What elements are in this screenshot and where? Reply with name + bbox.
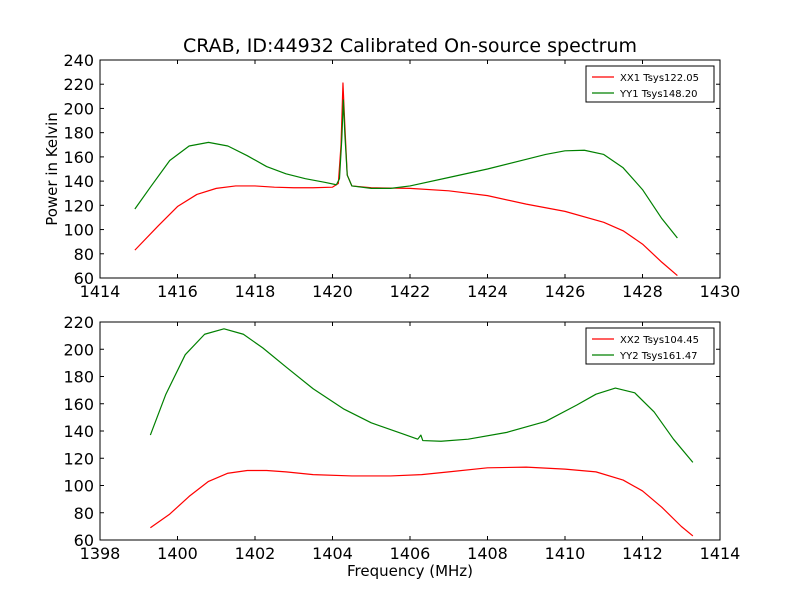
top-legend-entry: YY1 Tsys148.20	[619, 89, 698, 100]
top-x-tick-label: 1424	[467, 282, 508, 301]
bottom-x-tick-label: 1406	[390, 544, 431, 563]
bottom-series-line-yy2	[149, 328, 694, 463]
top-legend-box	[585, 65, 715, 103]
top-y-tick-label: 220	[63, 75, 94, 94]
bottom-x-tick-label: 1414	[700, 544, 741, 563]
top-y-tick-label: 80	[74, 245, 94, 264]
top-y-tick-label: 120	[63, 196, 94, 215]
bottom-x-tick-label: 1412	[622, 544, 663, 563]
top-series-line-xx1	[134, 82, 678, 277]
bottom-y-tick-label: 60	[74, 531, 94, 550]
top-y-tick-label: 180	[63, 124, 94, 143]
top-legend-entry: XX1 Tsys122.05	[620, 73, 699, 84]
top-x-tick-label: 1414	[80, 282, 121, 301]
top-x-tick-label: 1428	[622, 282, 663, 301]
bottom-legend-box	[585, 327, 715, 365]
bottom-y-tick-label: 140	[63, 422, 94, 441]
bottom-x-tick-label: 1398	[80, 544, 121, 563]
top-y-tick-label: 140	[63, 172, 94, 191]
bottom-legend-entry: XX2 Tsys104.45	[620, 335, 699, 346]
top-y-tick-label: 60	[74, 269, 94, 288]
top-legend: XX1 Tsys122.05 YY1 Tsys148.20	[585, 65, 715, 103]
top-y-tick-label: 240	[63, 51, 94, 70]
x-axis-label: Frequency (MHz)	[347, 562, 473, 580]
y-axis-label: Power in Kelvin	[43, 112, 61, 226]
bottom-y-tick-label: 120	[63, 449, 94, 468]
top-x-tick-label: 1430	[700, 282, 741, 301]
top-y-tick-label: 200	[63, 99, 94, 118]
bottom-y-tick-label: 80	[74, 504, 94, 523]
top-x-tick-label: 1420	[312, 282, 353, 301]
top-y-tick-label: 100	[63, 221, 94, 240]
top-x-tick-label: 1422	[390, 282, 431, 301]
bottom-legend: XX2 Tsys104.45 YY2 Tsys161.47	[585, 327, 715, 365]
top-x-tick-label: 1426	[545, 282, 586, 301]
bottom-y-tick-label: 200	[63, 340, 94, 359]
bottom-y-tick-label: 180	[63, 368, 94, 387]
bottom-panel: 1398 1400 1402 1404 1406 1408 1410 1412 1414 60 80…	[63, 313, 740, 563]
top-y-tick-label: 160	[63, 148, 94, 167]
top-panel: 1414 1416 1418 1420 1422 1424 1426 1428 1430 60 80…	[63, 51, 740, 301]
top-x-tick-label: 1416	[157, 282, 198, 301]
bottom-series-line-xx2	[150, 466, 694, 537]
bottom-y-tick-label: 220	[63, 313, 94, 332]
top-x-tick-label: 1418	[235, 282, 276, 301]
top-series-line-yy1	[134, 99, 678, 239]
bottom-x-tick-label: 1404	[312, 544, 353, 563]
chart-title: CRAB, ID:44932 Calibrated On-source spec…	[183, 35, 637, 57]
bottom-x-tick-label: 1408	[467, 544, 508, 563]
bottom-x-tick-label: 1400	[157, 544, 198, 563]
bottom-legend-entry: YY2 Tsys161.47	[619, 351, 698, 362]
bottom-y-tick-label: 100	[63, 477, 94, 496]
bottom-x-tick-label: 1402	[235, 544, 276, 563]
bottom-y-tick-label: 160	[63, 395, 94, 414]
bottom-x-tick-label: 1410	[545, 544, 586, 563]
